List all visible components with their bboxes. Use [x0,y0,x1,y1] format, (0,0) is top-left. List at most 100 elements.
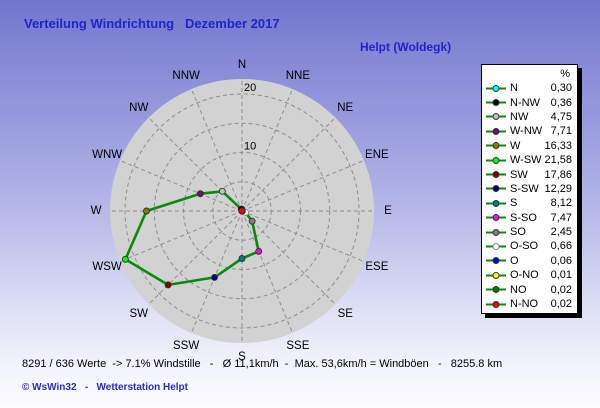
legend-row: NW 4,75 [482,110,577,124]
legend-value: 21,58 [544,154,572,167]
legend-marker-icon [486,243,506,250]
legend-marker-icon [486,199,506,207]
compass-label-ssw: SSW [173,340,199,352]
legend-marker-icon [486,84,506,92]
legend-row: NO 0,02 [482,282,577,296]
legend-marker-dot [492,257,500,265]
legend-label: O [510,254,519,267]
legend-value: 16,33 [544,139,572,152]
grid-spoke [241,160,365,212]
legend-row: O 0,06 [482,254,577,268]
data-point-so [248,217,256,225]
legend-value: 4,75 [550,110,572,123]
legend-marker-dot [492,171,500,178]
data-point-w [143,207,150,215]
legend-marker-icon [486,300,506,308]
grid-ring [124,93,360,329]
legend-value: 2,45 [550,226,572,239]
grid-spoke [119,210,243,262]
legend-marker-dot [492,84,500,92]
data-point-w-nw [196,190,204,198]
legend-label: S [510,197,518,210]
legend-value: 0,02 [550,298,572,311]
legend-marker-dot [492,228,500,236]
data-point-nw [218,187,226,195]
legend-marker-icon [486,99,506,107]
copyright-line: © WsWin32 - Wetterstation Helpt [22,382,188,393]
data-point-sw [164,281,172,289]
legend-marker-icon [486,142,506,150]
data-point-n-no [238,207,246,215]
legend-label: W-SW [510,154,542,167]
legend-marker-dot [492,142,500,150]
legend-value: 7,47 [550,211,572,224]
legend-marker-dot [492,214,500,222]
compass-label-nne: NNE [286,70,311,82]
legend-value: 7,71 [550,125,572,138]
legend-unit-header: % [560,68,570,80]
legend-row: O-NO 0,01 [482,268,577,282]
stats-line: 8291 / 636 Werte -> 7.1% Windstille - Ø … [22,358,503,370]
legend-row: S 8,12 [482,196,577,210]
legend-label: N-NW [510,96,540,109]
legend-label: N-NO [510,298,539,311]
legend-label: S-SO [510,211,537,224]
radial-tick-label: 10 [244,141,256,153]
compass-label-nw: NW [129,102,148,114]
legend-marker-icon [486,127,506,135]
compass-label-wnw: WNW [92,149,122,161]
legend-row: S-SW 12,29 [482,182,577,196]
legend-label: NO [510,283,527,296]
compass-label-sse: SSE [286,340,309,352]
legend-value: 0,02 [550,283,572,296]
compass-label-n: N [238,59,246,71]
grid-spoke [241,210,365,262]
legend-value: 0,01 [550,269,572,282]
legend-label: O-SO [510,240,539,253]
legend-label: SO [510,226,526,239]
compass-label-ese: ESE [365,261,388,273]
compass-label-se: SE [338,308,354,320]
legend-label: NW [510,110,529,123]
legend-label: S-SW [510,182,539,195]
legend-marker-icon [486,286,506,294]
legend: % N 0,30 N-NW 0,36 NW 4,75 W-NW 7,71 W 16,33 W-SW 2… [481,64,578,314]
legend-label: SW [510,168,528,181]
grid-spoke [241,210,293,334]
legend-row: SW 17,86 [482,167,577,181]
grid-spoke [241,117,336,212]
legend-marker-icon [486,257,506,265]
legend-value: 0,06 [550,254,572,267]
grid-spoke [241,210,336,305]
grid-spoke [148,210,243,305]
legend-marker-icon [486,113,506,121]
grid-spoke [191,88,243,212]
legend-label: W [510,139,521,152]
legend-marker-dot [492,286,500,294]
chart-title: Verteilung Windrichtung Dezember 2017 [24,16,280,31]
compass-label-ene: ENE [365,149,389,161]
legend-marker-dot [492,271,500,279]
legend-row: SO 2,45 [482,225,577,239]
legend-label: W-NW [510,125,543,138]
legend-marker-icon [486,271,506,279]
radial-tick-label: 20 [244,82,256,94]
legend-marker-icon [486,185,506,193]
legend-row: N-NO 0,02 [482,297,577,311]
legend-marker-icon [486,214,506,222]
compass-label-w: W [91,205,102,217]
legend-marker-dot [492,127,500,135]
data-point-w-sw [121,255,129,263]
compass-label-e: E [384,205,392,217]
legend-row: N 0,30 [482,81,577,95]
legend-value: 17,86 [544,168,572,181]
legend-marker-dot [492,99,500,107]
legend-value: 0,36 [550,96,572,109]
compass-label-wsw: WSW [92,261,122,273]
data-point-s [238,255,246,262]
legend-row: W-NW 7,71 [482,124,577,138]
legend-value: 0,30 [550,82,572,95]
compass-label-s: S [238,351,246,363]
legend-marker-dot [492,243,500,250]
legend-marker-icon [486,156,506,164]
